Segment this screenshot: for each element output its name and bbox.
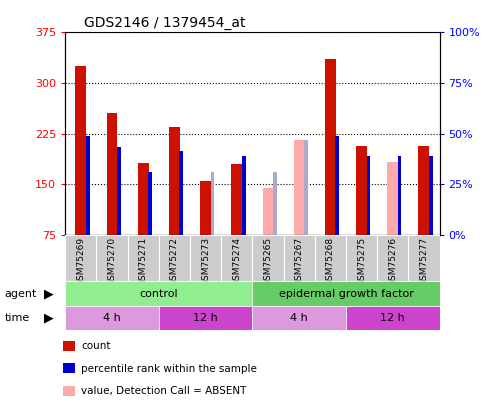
Text: 12 h: 12 h: [381, 313, 405, 323]
Text: GSM75265: GSM75265: [263, 237, 272, 286]
Bar: [75, 66, 86, 235]
Text: GSM75268: GSM75268: [326, 237, 335, 286]
Text: epidermal growth factor: epidermal growth factor: [279, 289, 413, 298]
Bar: [304, 141, 308, 235]
Bar: [221, 235, 253, 281]
Bar: [429, 156, 433, 235]
Bar: [387, 162, 398, 235]
Text: GSM75274: GSM75274: [232, 237, 242, 286]
Bar: [242, 156, 245, 235]
Text: time: time: [5, 313, 30, 323]
Text: percentile rank within the sample: percentile rank within the sample: [81, 364, 257, 373]
Text: ▶: ▶: [44, 287, 54, 300]
Bar: [86, 136, 89, 235]
Bar: [117, 147, 121, 235]
Bar: [65, 281, 253, 306]
Bar: [253, 306, 346, 330]
Text: ▶: ▶: [44, 311, 54, 324]
Bar: [190, 235, 221, 281]
Text: GSM75267: GSM75267: [295, 237, 304, 286]
Bar: [159, 306, 253, 330]
Text: 12 h: 12 h: [193, 313, 218, 323]
Bar: [253, 235, 284, 281]
Text: GSM75271: GSM75271: [139, 237, 148, 286]
Bar: [398, 156, 401, 235]
Text: value, Detection Call = ABSENT: value, Detection Call = ABSENT: [81, 386, 246, 396]
Text: control: control: [140, 289, 178, 298]
Bar: [159, 235, 190, 281]
Bar: [179, 151, 183, 235]
Bar: [418, 146, 429, 235]
Text: 4 h: 4 h: [290, 313, 308, 323]
Bar: [253, 281, 440, 306]
Bar: [231, 164, 242, 235]
Text: GSM75272: GSM75272: [170, 237, 179, 286]
Bar: [148, 172, 152, 235]
Bar: [294, 141, 305, 235]
Bar: [325, 60, 336, 235]
Bar: [97, 235, 128, 281]
Text: GSM75270: GSM75270: [108, 237, 116, 286]
Bar: [284, 235, 315, 281]
Text: agent: agent: [5, 289, 37, 298]
Text: GDS2146 / 1379454_at: GDS2146 / 1379454_at: [84, 16, 245, 30]
Text: GSM75275: GSM75275: [357, 237, 366, 286]
Bar: [138, 163, 149, 235]
Bar: [169, 127, 180, 235]
Bar: [335, 136, 339, 235]
Text: GSM75273: GSM75273: [201, 237, 210, 286]
Bar: [65, 306, 159, 330]
Text: GSM75276: GSM75276: [388, 237, 397, 286]
Bar: [346, 306, 440, 330]
Bar: [200, 181, 211, 235]
Bar: [273, 172, 277, 235]
Text: GSM75277: GSM75277: [419, 237, 428, 286]
Bar: [408, 235, 440, 281]
Bar: [211, 172, 214, 235]
Bar: [367, 156, 370, 235]
Bar: [315, 235, 346, 281]
Bar: [356, 146, 367, 235]
Bar: [128, 235, 159, 281]
Bar: [262, 188, 273, 235]
Bar: [346, 235, 377, 281]
Text: count: count: [81, 341, 111, 351]
Bar: [65, 235, 97, 281]
Text: 4 h: 4 h: [103, 313, 121, 323]
Text: GSM75269: GSM75269: [76, 237, 85, 286]
Bar: [107, 113, 117, 235]
Bar: [377, 235, 408, 281]
